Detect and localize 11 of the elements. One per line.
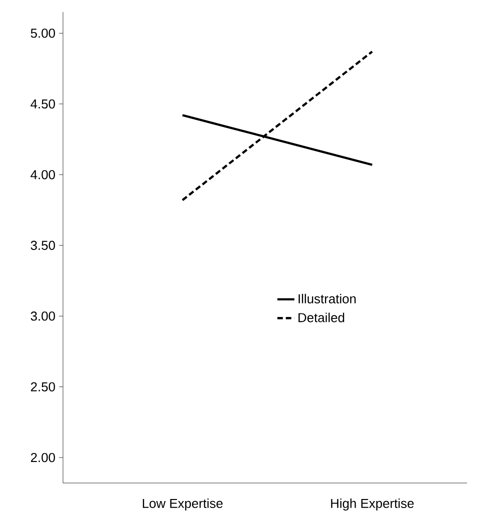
legend-label: Illustration — [298, 294, 356, 304]
y-tick-label: 2.00 — [30, 452, 55, 462]
y-tick-label: 4.50 — [30, 99, 55, 109]
y-tick-label: 4.00 — [30, 170, 55, 180]
y-tick-label: 2.50 — [30, 382, 55, 392]
y-tick-label: 5.00 — [30, 28, 55, 38]
x-tick-label: High Expertise — [331, 498, 414, 511]
y-tick-label: 3.50 — [30, 240, 55, 250]
y-tick-label: 3.00 — [30, 312, 55, 321]
legend-label: Detailed — [298, 312, 344, 322]
x-tick-label: Low Expertise — [142, 498, 223, 511]
